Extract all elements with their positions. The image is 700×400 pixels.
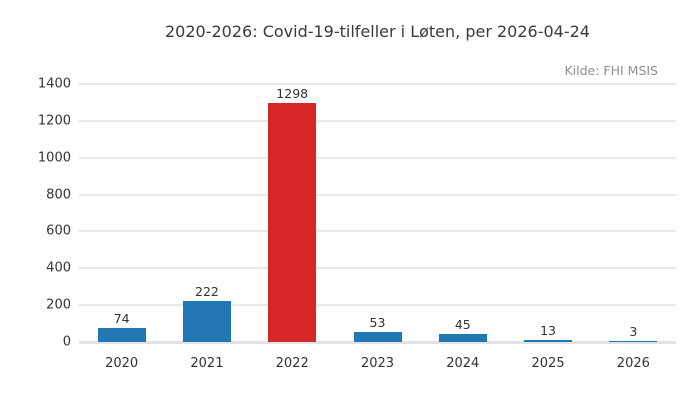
x-tick-label: 2026 — [616, 356, 650, 371]
gridline — [79, 83, 676, 85]
y-tick-label: 600 — [46, 223, 71, 239]
x-tick-label: 2021 — [190, 356, 224, 371]
bar-value-label: 53 — [369, 315, 386, 331]
y-tick-label: 1000 — [37, 150, 71, 166]
x-tick-label: 2025 — [531, 356, 565, 371]
y-tick-label: 800 — [46, 187, 71, 203]
y-tick-label: 400 — [46, 260, 71, 276]
bar-value-label: 45 — [454, 316, 471, 332]
bar-2024 — [438, 333, 487, 342]
x-tick-label: 2020 — [105, 356, 139, 371]
bar-2026 — [609, 341, 658, 342]
y-tick-label: 200 — [46, 297, 71, 313]
gridline — [79, 304, 676, 307]
y-tick-label: 1400 — [37, 76, 71, 92]
plot-area: 0 200 400 600 800 1000 1200 1400 74 2020 222 2021 12… — [38, 77, 676, 371]
bar-value-label: 3 — [629, 324, 638, 340]
gridline — [79, 193, 676, 196]
source-label: Kilde: FHI MSIS — [564, 63, 658, 78]
y-tick-label: 1200 — [37, 113, 71, 129]
x-tick-label: 2024 — [446, 356, 480, 371]
x-tick-label: 2022 — [275, 356, 309, 371]
x-tick-label: 2023 — [360, 356, 395, 371]
chart-title: 2020-2026: Covid-19-tilfeller i Løten, p… — [165, 22, 590, 41]
bar-2022 — [268, 102, 317, 342]
gridline — [79, 341, 676, 344]
bar-2025 — [524, 339, 573, 342]
bar-value-label: 74 — [113, 311, 130, 327]
y-tick-label: 0 — [62, 334, 71, 350]
gridline — [79, 156, 676, 159]
bar-2021 — [182, 301, 231, 342]
bar-2023 — [353, 332, 402, 342]
bar-value-label: 13 — [540, 322, 557, 338]
bar-value-label: 1298 — [276, 85, 309, 101]
bar-2020 — [97, 328, 146, 342]
gridline — [79, 267, 676, 270]
bar-value-label: 222 — [194, 284, 219, 300]
gridline — [79, 230, 676, 233]
gridline — [79, 119, 676, 122]
